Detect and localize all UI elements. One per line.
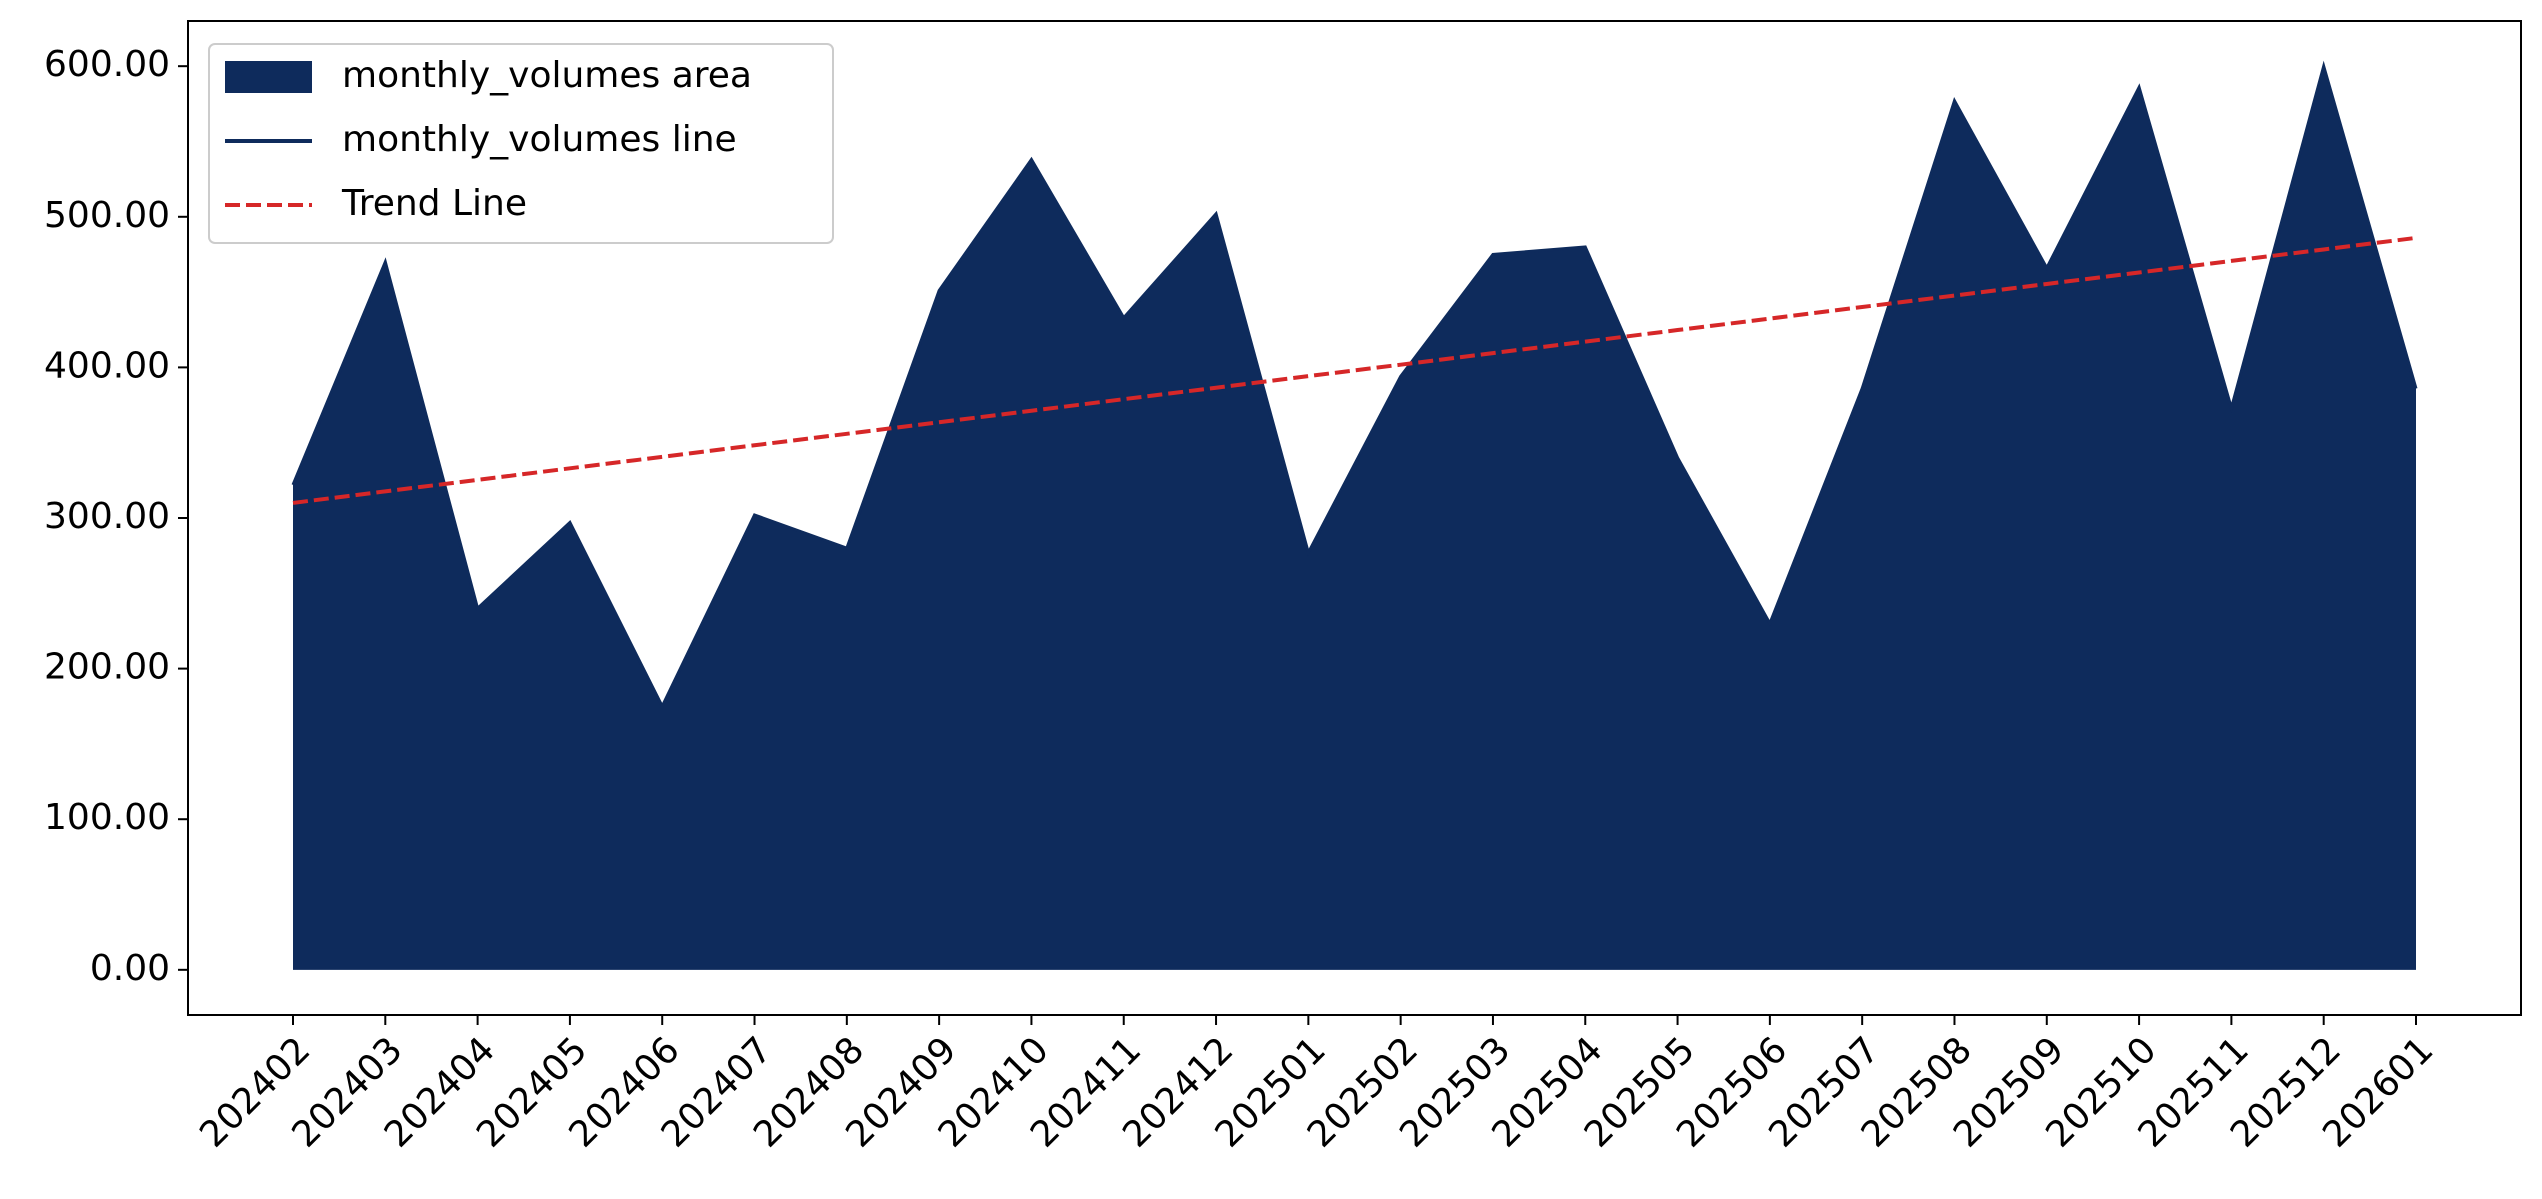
line: [291, 60, 2418, 710]
y-tick-label: 100.00: [44, 797, 170, 838]
y-tick-label: 500.00: [44, 195, 170, 236]
area: [293, 66, 2416, 970]
legend-label: monthly_volumes area: [342, 55, 752, 96]
y-tick-label: 400.00: [44, 345, 170, 386]
y-tick-label: 200.00: [44, 647, 170, 688]
legend-swatch: [225, 61, 312, 93]
y-tick-label: 0.00: [90, 948, 170, 989]
y-tick-label: 600.00: [44, 44, 170, 85]
legend-label: monthly_volumes line: [342, 119, 737, 160]
legend-label: Trend Line: [341, 183, 527, 224]
legend-box: [208, 43, 834, 244]
y-tick-label: 300.00: [44, 496, 170, 537]
